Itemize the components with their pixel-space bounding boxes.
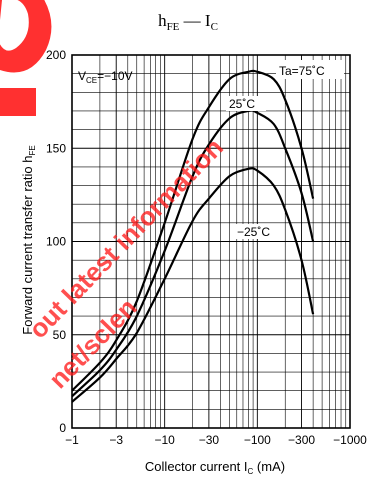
watermark-bar — [0, 88, 36, 116]
x-axis-label: Collector current IC (mA) — [145, 459, 285, 476]
label-bg-m25c — [236, 224, 284, 239]
label-bg-25c — [226, 96, 266, 111]
x-tick-label: −3 — [109, 433, 123, 447]
x-tick-label: −300 — [288, 433, 315, 447]
series-label-25c: 25˚C — [229, 97, 255, 111]
title-dash: — I — [179, 11, 211, 30]
chart-title: hFE — IC — [158, 11, 218, 33]
y-tick-label: 100 — [46, 235, 66, 249]
title-h-sub: FE — [167, 21, 180, 33]
x-tick-labels: −1 −3 −10 −30 −100 −300 −1000 — [65, 433, 367, 447]
series-label-m25c: −25˚C — [237, 225, 270, 239]
series-line-75c — [71, 69, 315, 392]
series-line-m25c — [71, 167, 315, 403]
y-tick-label: 0 — [59, 421, 66, 435]
x-tick-label: −10 — [154, 433, 175, 447]
y-tick-labels: 0 50 100 150 200 — [46, 48, 66, 435]
title-h: h — [158, 11, 167, 30]
y-tick-label: 200 — [46, 48, 66, 62]
y-tick-label: 150 — [46, 141, 66, 155]
series-label-75c: Ta=75˚C — [279, 64, 325, 78]
x-tick-label: −30 — [199, 433, 220, 447]
condition-label: VCE=−10V — [78, 69, 133, 85]
x-tick-label: −1000 — [333, 433, 367, 447]
watermark-logo — [0, 0, 52, 73]
y-axis-label: Forward current transfer ratio hFE — [20, 145, 37, 334]
y-tick-label: 50 — [53, 328, 67, 342]
series-line-25c — [71, 109, 315, 398]
plot-frame — [71, 54, 351, 429]
legend-box-75c — [276, 60, 344, 79]
series-lines — [71, 69, 315, 403]
title-ic-sub: C — [211, 21, 218, 33]
x-tick-label: −100 — [244, 433, 271, 447]
x-tick-label: −1 — [65, 433, 79, 447]
